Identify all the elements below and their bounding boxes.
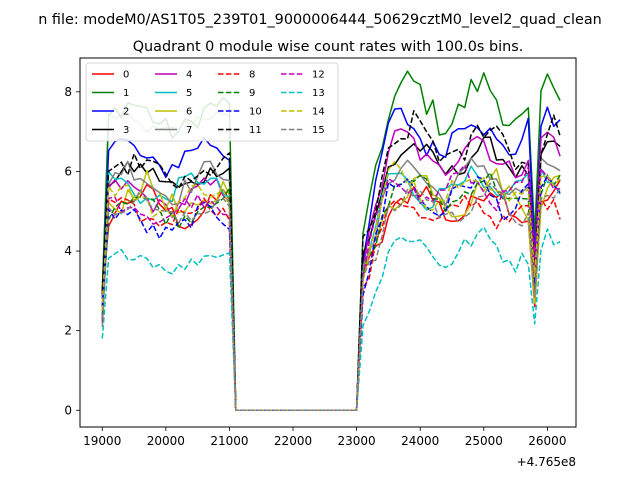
legend-box: [85, 62, 339, 142]
legend-label-3: 3: [123, 125, 129, 136]
x-tick-label: 19000: [83, 434, 121, 448]
plot-frame: [79, 57, 577, 428]
x-tick-label: 22000: [274, 434, 312, 448]
legend-label-5: 5: [186, 88, 192, 99]
legend-label-12: 12: [312, 70, 325, 81]
chart-title: Quadrant 0 module wise count rates with …: [133, 39, 524, 55]
x-axis: 19000 20000 21000 22000 23000 24000 25000 26000: [83, 427, 566, 448]
y-tick-label: 0: [64, 403, 72, 417]
legend-label-0: 0: [123, 70, 129, 81]
legend-label-9: 9: [249, 88, 255, 99]
y-tick-label: 8: [64, 85, 72, 99]
y-tick-label: 6: [64, 164, 72, 178]
series-line-15: [101, 182, 561, 412]
x-offset-text: +4.765e8: [517, 455, 576, 469]
x-tick-label: 23000: [338, 434, 376, 448]
legend-label-15: 15: [312, 125, 325, 136]
x-tick-label: 26000: [528, 434, 566, 448]
legend-label-1: 1: [123, 88, 129, 99]
legend-label-4: 4: [186, 70, 192, 81]
legend-label-8: 8: [249, 70, 255, 81]
y-tick-label: 2: [64, 324, 72, 338]
chart-suptitle: n file: modeM0/AS1T05_239T01_9000006444_…: [38, 12, 602, 28]
x-tick-label: 25000: [465, 434, 503, 448]
y-tick-label: 4: [64, 244, 72, 258]
legend-label-10: 10: [249, 107, 262, 118]
x-tick-label: 20000: [147, 434, 185, 448]
legend-label-7: 7: [186, 125, 192, 136]
legend-label-13: 13: [312, 88, 325, 99]
legend-label-6: 6: [186, 107, 192, 118]
legend-label-2: 2: [123, 107, 129, 118]
x-tick-label: 24000: [401, 434, 439, 448]
legend-label-11: 11: [249, 125, 262, 136]
x-tick-label: 21000: [210, 434, 248, 448]
legend-label-14: 14: [312, 107, 325, 118]
y-axis: 0 2 4 6 8: [64, 85, 80, 417]
